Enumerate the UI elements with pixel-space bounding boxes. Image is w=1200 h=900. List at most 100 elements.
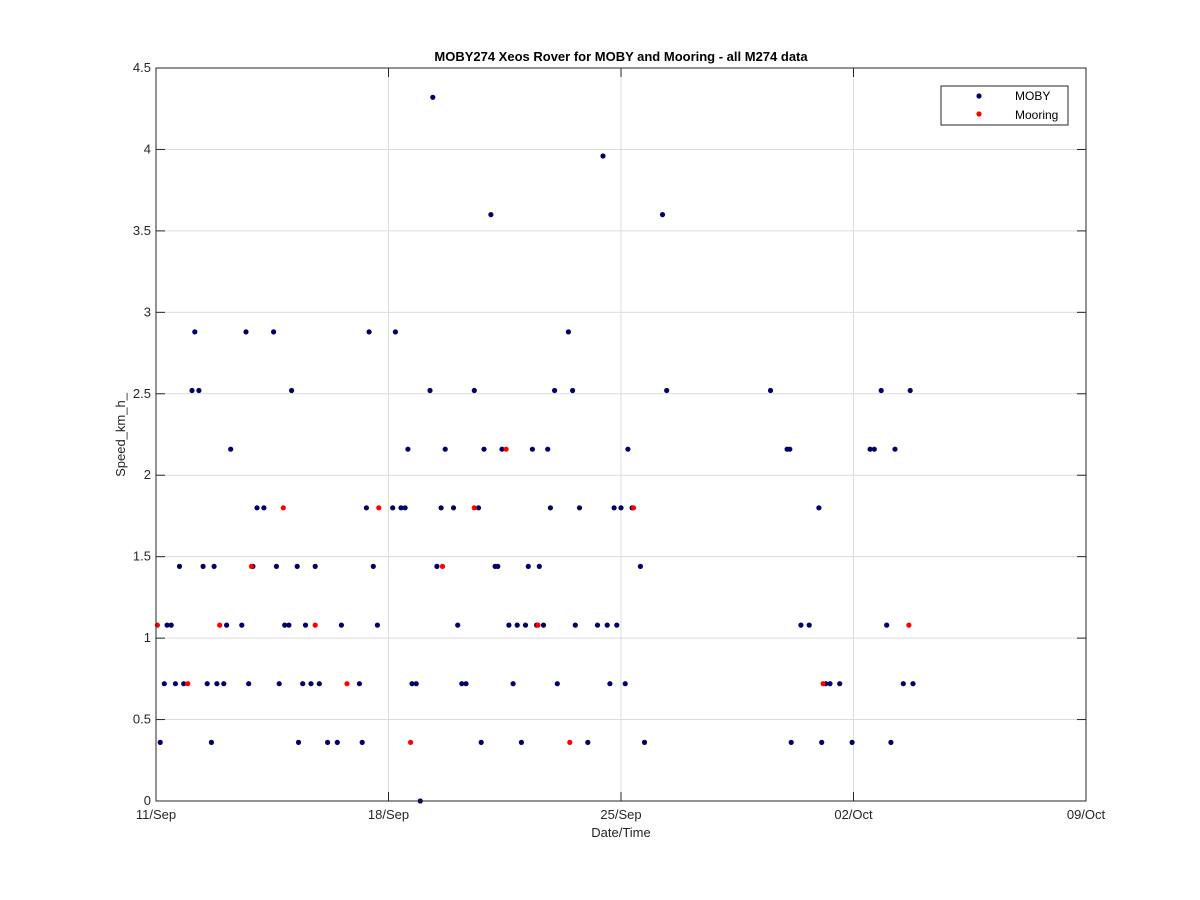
point-moby xyxy=(409,681,415,687)
point-moby xyxy=(192,329,198,335)
point-moby xyxy=(506,622,512,628)
point-moby xyxy=(552,387,558,394)
point-moby xyxy=(402,505,408,511)
point-moby xyxy=(289,387,295,394)
x-tick-label: 02/Oct xyxy=(834,807,873,822)
point-moby xyxy=(514,622,520,628)
legend-marker-moby xyxy=(976,93,982,99)
point-moby xyxy=(499,446,505,452)
x-tick-labels: 11/Sep 18/Sep 25/Sep 02/Oct 09/Oct xyxy=(136,807,1106,822)
legend-label-mooring: Mooring xyxy=(1015,108,1058,122)
point-moby xyxy=(641,739,648,746)
y-tick-label: 3 xyxy=(144,304,151,319)
point-mooring xyxy=(503,446,509,452)
point-moby xyxy=(189,387,195,394)
point-moby xyxy=(900,681,906,687)
point-moby xyxy=(172,681,178,687)
point-moby xyxy=(827,681,833,687)
point-moby xyxy=(475,505,482,511)
point-moby xyxy=(622,681,628,687)
point-moby xyxy=(224,622,230,628)
point-moby xyxy=(312,563,318,570)
point-moby xyxy=(286,622,292,628)
y-tick-label: 1.5 xyxy=(133,549,151,564)
point-moby xyxy=(316,681,322,687)
legend-label-moby: MOBY xyxy=(1015,89,1050,103)
point-moby xyxy=(438,505,444,511)
point-moby xyxy=(878,387,884,394)
point-moby xyxy=(545,446,551,452)
point-moby xyxy=(522,622,529,628)
point-moby xyxy=(243,329,249,335)
legend-box xyxy=(940,85,1069,126)
point-moby xyxy=(405,446,411,452)
point-moby xyxy=(819,739,825,746)
y-tick-label: 4.5 xyxy=(133,60,151,75)
point-moby xyxy=(254,505,260,511)
point-mooring xyxy=(567,739,573,746)
point-moby xyxy=(787,446,793,452)
y-tick-label: 0 xyxy=(144,793,151,808)
point-moby xyxy=(798,622,804,628)
point-moby xyxy=(413,681,419,687)
point-moby xyxy=(282,622,288,628)
x-axis-label: Date/Time xyxy=(591,825,650,840)
point-moby xyxy=(637,563,644,570)
point-moby xyxy=(618,505,624,511)
point-moby xyxy=(837,681,843,687)
point-moby xyxy=(570,387,576,394)
point-moby xyxy=(208,739,214,746)
point-moby xyxy=(488,212,494,218)
point-mooring xyxy=(471,505,477,511)
point-moby xyxy=(849,739,855,746)
point-moby xyxy=(392,329,398,335)
point-moby xyxy=(510,681,516,687)
point-moby xyxy=(181,681,187,687)
point-moby xyxy=(390,505,396,511)
y-tick-labels: 0 0.5 1 1.5 2 2.5 3 3.5 4 4.5 xyxy=(133,60,151,808)
point-moby xyxy=(370,563,376,570)
point-moby xyxy=(600,153,606,159)
point-moby xyxy=(767,387,774,394)
point-moby xyxy=(455,622,461,628)
point-moby xyxy=(363,505,369,511)
x-tick-label: 09/Oct xyxy=(1067,807,1106,822)
point-moby xyxy=(302,622,309,628)
point-moby xyxy=(481,446,487,452)
y-tick-label: 1 xyxy=(144,630,151,645)
point-mooring xyxy=(344,681,350,687)
point-mooring xyxy=(439,563,446,570)
point-moby xyxy=(884,622,890,628)
legend-marker-mooring xyxy=(976,111,982,117)
point-moby xyxy=(664,387,670,394)
chart-title: MOBY274 Xeos Rover for MOBY and Mooring … xyxy=(434,49,808,64)
point-mooring xyxy=(630,505,637,511)
point-moby xyxy=(907,387,913,394)
point-moby xyxy=(427,387,433,394)
point-mooring xyxy=(535,622,541,628)
point-moby xyxy=(271,329,277,335)
point-moby xyxy=(359,739,365,746)
point-moby xyxy=(816,505,822,511)
point-moby xyxy=(547,505,554,511)
point-moby xyxy=(211,563,217,570)
point-moby xyxy=(430,94,436,100)
point-moby xyxy=(910,681,916,687)
x-tick-label: 25/Sep xyxy=(600,807,641,822)
y-tick-label: 0.5 xyxy=(133,712,151,727)
point-mooring xyxy=(820,681,826,687)
point-moby xyxy=(356,681,362,687)
data-points xyxy=(154,94,916,804)
point-moby xyxy=(450,505,457,511)
point-moby xyxy=(871,446,877,452)
point-moby xyxy=(325,739,331,746)
point-moby xyxy=(300,681,306,687)
point-moby xyxy=(614,622,620,628)
point-moby xyxy=(366,329,372,335)
point-moby xyxy=(276,681,282,687)
point-moby xyxy=(334,739,340,746)
point-moby xyxy=(536,563,542,570)
point-mooring xyxy=(906,622,912,628)
point-moby xyxy=(338,622,344,628)
point-moby xyxy=(576,505,583,511)
